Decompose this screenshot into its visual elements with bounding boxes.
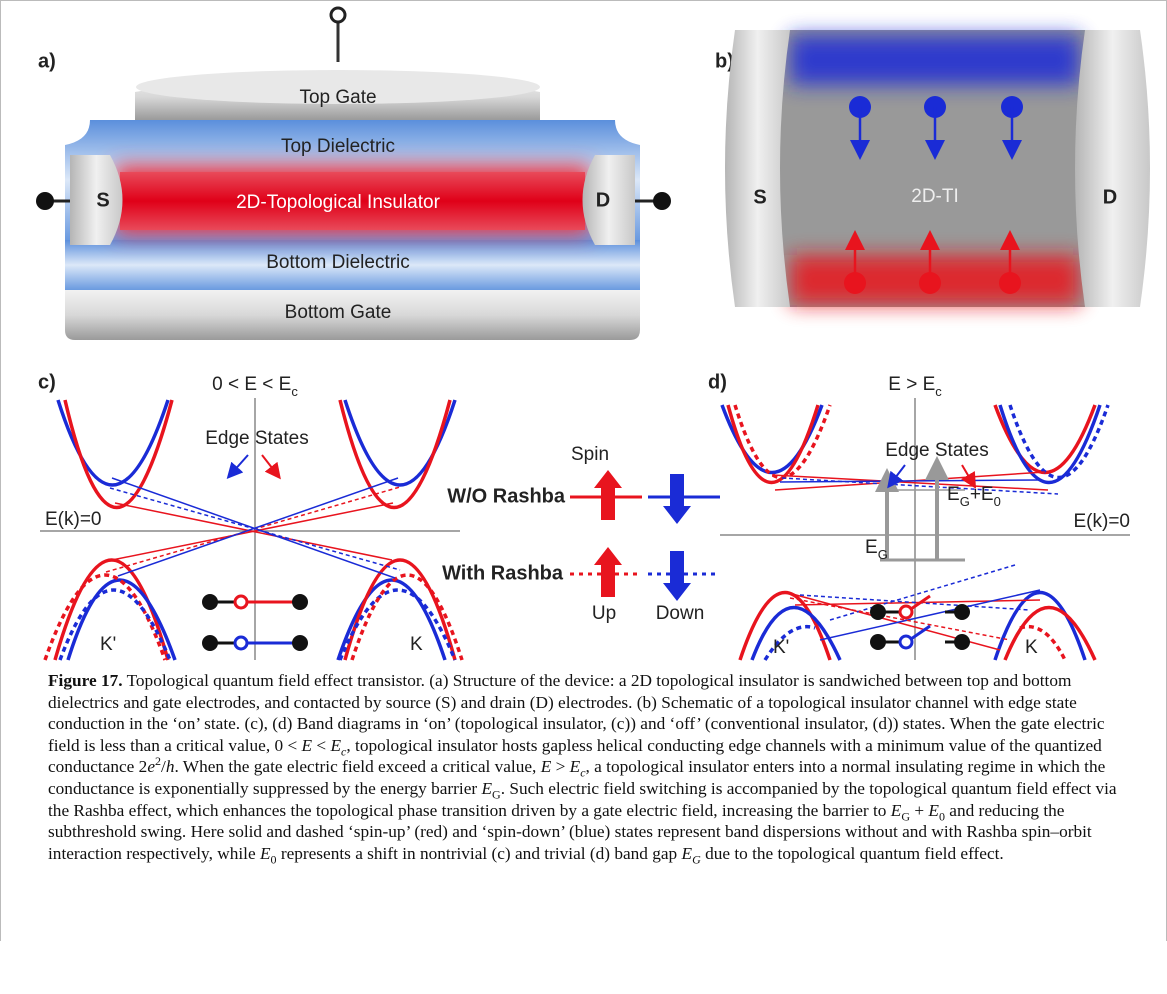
label-part: G [878, 547, 888, 562]
body: a) Top Gate Top Dielectric 2D-Topologica… [0, 0, 1167, 994]
spin-legend-shape: Spin [571, 444, 609, 465]
caption-run: E [928, 801, 939, 820]
panel-c-shape: K [410, 634, 423, 655]
panel-a-shape: Bottom Dielectric [266, 252, 410, 273]
spin-legend-shape: W/O Rashba [447, 485, 566, 507]
caption-run: represents a shift in nontrivial (c) and… [277, 844, 682, 863]
label-part: 0 < E < E [212, 374, 291, 395]
panel-c: c) 0 < E < Ec E(k)=0 Edge States K' K [38, 371, 462, 660]
caption-run: G [692, 852, 701, 866]
panel-a-shape: a) [38, 50, 56, 72]
panel-c-shape [262, 455, 276, 473]
panel-c-shape [232, 455, 248, 473]
caption-run: > [551, 757, 569, 776]
caption-run: E [682, 844, 693, 863]
caption-run: e [147, 757, 155, 776]
caption-run: < [312, 736, 330, 755]
spin-legend-shape [663, 474, 691, 524]
caption-run: G [901, 809, 910, 823]
caption-run: G [492, 787, 501, 801]
panel-c-shape-shape [338, 580, 445, 660]
panel-d-shape [954, 604, 970, 620]
panel-c-shape: Edge States [205, 428, 309, 449]
panel-c-shape [106, 478, 400, 578]
panel-b-shape [790, 35, 1080, 85]
panel-b-shape: D [1103, 186, 1117, 208]
page: Figure 17 {"panel_a":{"label":"a)","top_… [0, 0, 1167, 994]
panel-a-shape: Bottom Gate [285, 302, 392, 323]
spin-legend-shape [594, 470, 622, 520]
panel-c-shape: 0 < E < Ec [212, 374, 298, 399]
panel-d-shape: K' [773, 637, 789, 658]
caption-run: E [891, 801, 902, 820]
label-part: G [960, 494, 970, 509]
panel-c-shape-shape [118, 478, 398, 576]
caption-run: + [910, 801, 928, 820]
panel-d-shape: Edge States [885, 440, 989, 461]
panel-c-shape [292, 594, 308, 610]
label-part: 0 [994, 494, 1001, 509]
panel-b-shape: S [753, 186, 766, 208]
panel-c-shape: E(k)=0 [45, 509, 102, 530]
panel-a-shape: 2D-Topological Insulator [236, 192, 441, 213]
figure: a) Top Gate Top Dielectric 2D-Topologica… [0, 0, 1167, 670]
label-part: +E [970, 484, 994, 505]
panel-d-shape: EG [865, 537, 888, 562]
caption-run: E [481, 779, 492, 798]
spin-legend: Spin W/O Rashba With Rashba Up Down [442, 444, 720, 624]
panel-a-shape: S [96, 189, 109, 211]
panel-c-shape [235, 596, 247, 608]
panel-c-shape-shape [65, 400, 172, 508]
panel-d-shape [892, 465, 905, 482]
caption-label: Figure 17. [48, 671, 123, 690]
label-part: c [291, 384, 298, 399]
panel-a: a) Top Gate Top Dielectric 2D-Topologica… [36, 8, 671, 340]
panel-d-shape [954, 634, 970, 650]
panel-a-shape: Top Gate [299, 87, 376, 108]
panel-b: b) 2D-TI S D [715, 30, 1150, 307]
panel-c-shape-shape [340, 400, 450, 508]
caption-run: E [260, 844, 271, 863]
caption-run: E [302, 736, 313, 755]
panel-c-shape: c) [38, 371, 56, 393]
spin-legend-shape: Up [592, 603, 616, 624]
panel-d: d) E > Ec E(k)=0 EG EG+E0 Edge States K'… [708, 371, 1130, 660]
panel-d-shape: E > Ec [888, 374, 942, 399]
spin-legend-shape [663, 551, 691, 601]
panel-c-shape [202, 635, 218, 651]
panel-d-shape: K [1025, 637, 1038, 658]
spin-legend-shape: With Rashba [442, 562, 564, 584]
label-part: c [935, 384, 942, 399]
panel-c-shape [235, 637, 247, 649]
panel-d-shape [962, 465, 972, 482]
panel-d-shape: E(k)=0 [1074, 511, 1131, 532]
label-part: E [865, 537, 878, 558]
caption-text: Topological quantum field effect transis… [48, 671, 1117, 863]
spin-legend-shape [594, 547, 622, 597]
panel-a-shape [331, 8, 345, 22]
spin-legend-shape: Down [656, 603, 705, 624]
panel-c-shape [292, 635, 308, 651]
panel-a-shape: Top Dielectric [281, 136, 395, 157]
caption-run: E [330, 736, 341, 755]
label-part: E > E [888, 374, 935, 395]
panel-c-shape [202, 594, 218, 610]
panel-d-shape: EG+E0 [947, 484, 1001, 509]
panel-d-shape: d) [708, 371, 727, 393]
label-part: E [947, 484, 960, 505]
panel-c-shape: K' [100, 634, 116, 655]
panel-a-shape [36, 192, 54, 210]
caption: Figure 17. Topological quantum field eff… [48, 670, 1128, 864]
panel-b-shape [1075, 30, 1150, 307]
panel-a-shape [653, 192, 671, 210]
panel-a-shape: D [596, 189, 610, 211]
caption-run: E [570, 757, 581, 776]
caption-run: E [541, 757, 552, 776]
panel-d-shape-shape [830, 565, 1015, 620]
caption-run: due to the topological quantum field eff… [701, 844, 1004, 863]
caption-run: . When the gate electric field exceed a … [174, 757, 540, 776]
panel-b-shape: 2D-TI [911, 186, 959, 207]
